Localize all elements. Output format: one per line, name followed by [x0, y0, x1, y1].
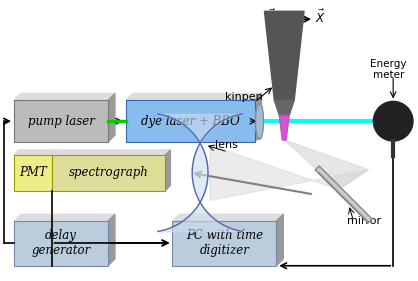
Text: delay
generator: delay generator — [31, 230, 91, 257]
Polygon shape — [284, 140, 368, 189]
Polygon shape — [108, 214, 115, 266]
Text: lens: lens — [215, 140, 238, 150]
Bar — [51, 155, 166, 191]
Text: kinpen: kinpen — [225, 92, 263, 102]
Bar — [14, 155, 51, 191]
Polygon shape — [126, 94, 262, 100]
Bar — [14, 100, 108, 142]
Polygon shape — [51, 150, 171, 155]
Polygon shape — [51, 150, 56, 191]
Text: pump laser: pump laser — [28, 115, 94, 128]
Text: PMT: PMT — [19, 166, 47, 179]
Polygon shape — [14, 150, 56, 155]
Text: spectrograph: spectrograph — [69, 166, 148, 179]
Polygon shape — [255, 94, 262, 142]
Text: $\vec{X}$: $\vec{X}$ — [315, 9, 326, 26]
Polygon shape — [14, 94, 115, 100]
Text: mirror: mirror — [347, 216, 381, 226]
Polygon shape — [14, 214, 115, 221]
Polygon shape — [279, 115, 289, 140]
Polygon shape — [258, 104, 263, 139]
Text: dye laser + BBO: dye laser + BBO — [141, 115, 240, 128]
Polygon shape — [255, 104, 261, 139]
Circle shape — [373, 101, 413, 141]
Polygon shape — [210, 145, 368, 200]
Polygon shape — [276, 214, 283, 266]
Bar — [172, 221, 276, 266]
Text: Energy
meter: Energy meter — [370, 59, 406, 80]
Text: PC with time
digitizer: PC with time digitizer — [186, 230, 263, 257]
Polygon shape — [265, 11, 304, 100]
Polygon shape — [274, 100, 294, 115]
Bar — [14, 221, 108, 266]
Polygon shape — [108, 94, 115, 142]
Polygon shape — [172, 214, 283, 221]
Polygon shape — [166, 150, 171, 191]
Text: $\vec{Z}$: $\vec{Z}$ — [268, 9, 278, 26]
Bar — [126, 100, 255, 142]
